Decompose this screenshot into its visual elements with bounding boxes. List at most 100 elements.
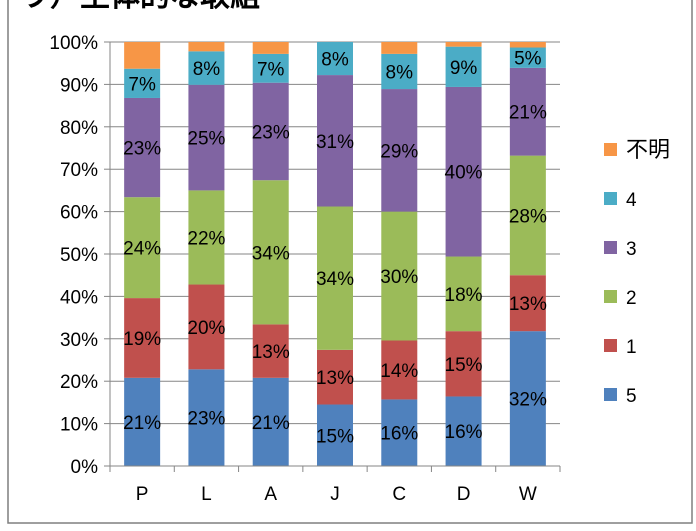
x-tick-label: W xyxy=(519,484,537,505)
bar-segment-4-J xyxy=(317,42,353,76)
bar-segment-不明-L xyxy=(188,42,225,52)
x-tick-label: C xyxy=(392,484,406,505)
bar-segment-5-W xyxy=(509,331,546,466)
data-label: 24% xyxy=(123,239,161,260)
x-tick-label: J xyxy=(330,484,340,505)
data-label: 40% xyxy=(445,163,483,184)
data-label: 29% xyxy=(380,141,418,162)
legend-swatch xyxy=(604,388,617,401)
data-label: 31% xyxy=(316,132,354,153)
data-label: 13% xyxy=(509,294,547,315)
chart-title: ウ）主体的な取組 xyxy=(20,0,260,13)
data-label: 18% xyxy=(445,285,483,306)
x-tick-label: P xyxy=(136,484,149,505)
y-tick-label: 100% xyxy=(49,33,98,54)
bar-segment-2-P xyxy=(124,197,161,299)
legend-label: 5 xyxy=(626,386,637,407)
bar-segment-5-J xyxy=(317,404,353,466)
bars: 21% 19% 24% 23% 7% 23% 20% 22% 25% 8% 21% 13% 34% 23%… xyxy=(123,42,547,466)
bar-segment-3-C xyxy=(381,89,418,212)
y-tick-label: 10% xyxy=(60,415,98,436)
legend-label: 不明 xyxy=(626,137,670,162)
legend-swatch xyxy=(604,192,617,205)
data-label: 5% xyxy=(514,49,542,70)
legend-label: 3 xyxy=(626,239,637,260)
legend-swatch xyxy=(604,290,617,303)
bar-segment-5-L xyxy=(188,369,225,466)
bar-segment-不明-W xyxy=(509,42,546,48)
bar-segment-4-W xyxy=(509,47,546,68)
data-label: 23% xyxy=(187,409,225,430)
bar-segment-4-C xyxy=(381,53,418,90)
bar-segment-2-L xyxy=(188,190,225,285)
bar-segment-3-W xyxy=(509,67,546,156)
y-tick-label: 30% xyxy=(60,330,98,351)
y-tick-label: 60% xyxy=(60,203,98,224)
bar-segment-2-A xyxy=(252,180,289,325)
bar-segment-3-A xyxy=(252,82,289,181)
bar-segment-1-W xyxy=(509,275,546,332)
x-tick-label: D xyxy=(457,484,471,505)
data-label: 28% xyxy=(509,206,547,227)
bar-segment-4-A xyxy=(252,53,289,83)
data-label: 13% xyxy=(316,368,354,389)
bar-segment-3-J xyxy=(317,75,353,207)
data-label: 8% xyxy=(321,50,349,71)
bar-segment-4-L xyxy=(188,51,225,85)
x-tick-label: A xyxy=(264,484,277,505)
bar-segment-1-A xyxy=(252,324,289,378)
data-label: 23% xyxy=(123,139,161,160)
bar-segment-不明-P xyxy=(124,42,161,69)
data-label: 21% xyxy=(509,103,547,124)
data-label: 25% xyxy=(187,129,225,150)
data-label: 7% xyxy=(128,74,156,95)
bar-segment-5-C xyxy=(381,399,418,466)
bar-segment-不明-D xyxy=(445,42,482,47)
bar-segment-不明-A xyxy=(252,42,289,54)
data-label: 21% xyxy=(123,413,161,434)
data-label: 7% xyxy=(257,59,285,80)
data-label: 15% xyxy=(316,426,354,447)
legend-label: 2 xyxy=(626,288,637,309)
bar-segment-1-C xyxy=(381,340,418,400)
bar-segment-4-P xyxy=(124,68,161,98)
data-label: 8% xyxy=(193,59,221,80)
data-label: 19% xyxy=(123,329,161,350)
legend-swatch xyxy=(604,143,617,156)
data-label: 9% xyxy=(450,58,478,79)
bar-segment-2-C xyxy=(381,211,418,341)
legend-swatch xyxy=(604,339,617,352)
data-label: 13% xyxy=(252,342,290,363)
legend: 不明 4 3 2 1 5 xyxy=(604,137,670,407)
bar-segment-2-J xyxy=(317,206,353,350)
bar-segment-5-P xyxy=(124,377,161,466)
data-label: 20% xyxy=(187,318,225,339)
bar-segment-3-D xyxy=(445,86,482,257)
bar-segment-1-L xyxy=(188,284,225,370)
bar-segment-5-A xyxy=(252,377,289,466)
bar-segment-1-P xyxy=(124,298,161,378)
bar-segment-1-D xyxy=(445,331,482,397)
data-label: 30% xyxy=(380,267,418,288)
y-tick-label: 0% xyxy=(71,457,99,478)
bar-segment-2-D xyxy=(445,256,482,332)
y-tick-label: 70% xyxy=(60,160,98,181)
data-label: 34% xyxy=(316,269,354,290)
bar-segment-1-J xyxy=(317,349,353,405)
data-label: 15% xyxy=(445,355,483,376)
data-label: 21% xyxy=(252,413,290,434)
y-tick-label: 90% xyxy=(60,75,98,96)
legend-label: 4 xyxy=(626,190,637,211)
y-axis: 0% 10% 20% 30% 40% 50% 60% 70% 80% 90% 100% xyxy=(49,33,111,478)
y-tick-label: 50% xyxy=(60,245,98,266)
data-label: 16% xyxy=(445,422,483,443)
data-label: 23% xyxy=(252,122,290,143)
data-label: 34% xyxy=(252,243,290,264)
data-label: 8% xyxy=(386,62,414,83)
bar-segment-4-D xyxy=(445,46,482,87)
bar-segment-3-P xyxy=(124,97,161,198)
x-tick-label: L xyxy=(201,484,212,505)
